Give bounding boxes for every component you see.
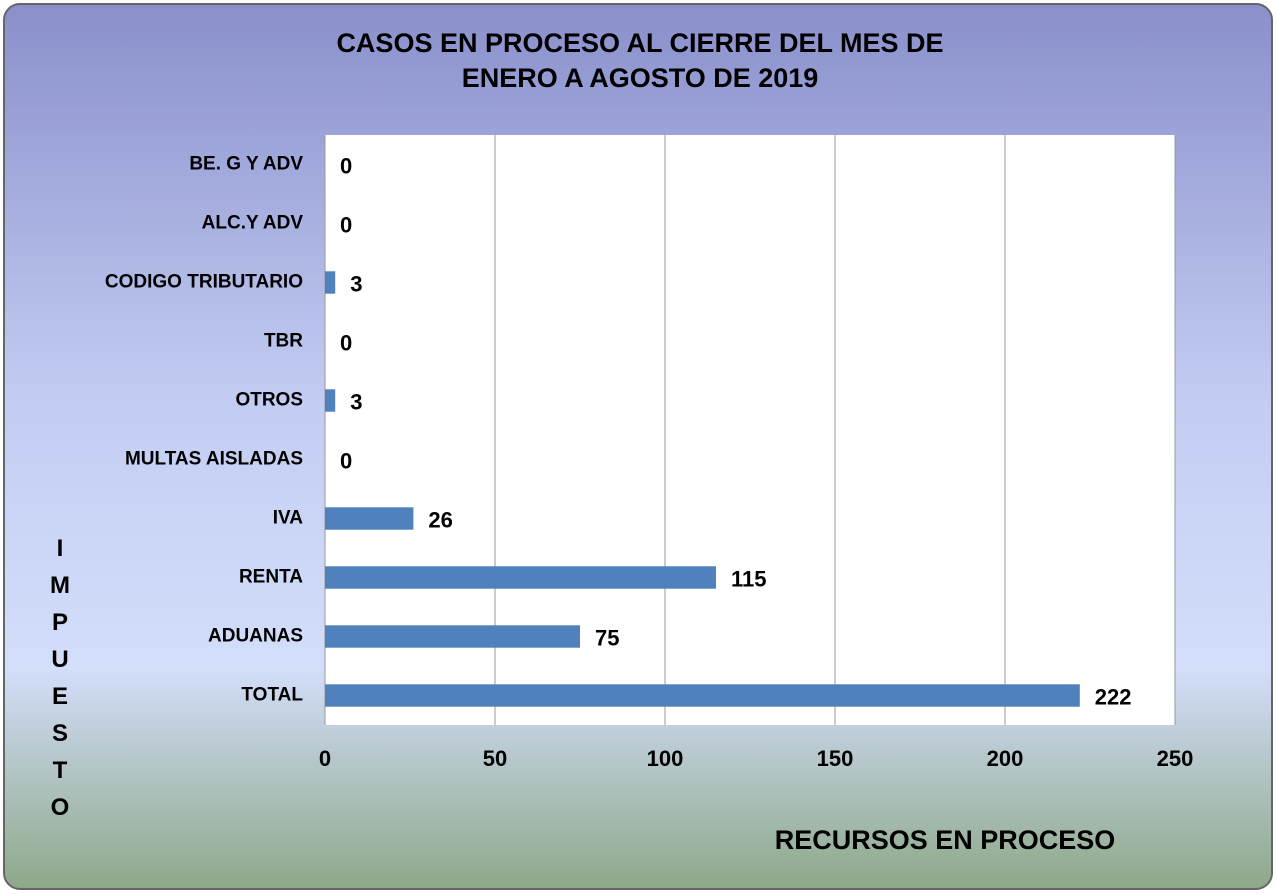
- data-label: 0: [340, 448, 352, 473]
- y-tick-label: TBR: [264, 331, 303, 352]
- data-label: 75: [595, 625, 619, 650]
- data-label: 0: [340, 212, 352, 237]
- y-tick-label: ADUANAS: [208, 626, 303, 647]
- y-tick-label: TOTAL: [241, 685, 303, 706]
- bar: [325, 684, 1080, 707]
- bar: [325, 507, 414, 530]
- x-tick-label: 0: [319, 746, 331, 771]
- data-label: 3: [350, 389, 362, 414]
- bar: [325, 566, 716, 589]
- chart-title: ENERO A AGOSTO DE 2019: [462, 63, 819, 93]
- data-label: 26: [428, 507, 452, 532]
- y-tick-label: BE. G Y ADV: [189, 154, 303, 175]
- x-tick-label: 50: [483, 746, 507, 771]
- y-axis-label: IMPUESTO: [50, 535, 70, 821]
- y-tick-label: OTROS: [235, 390, 303, 411]
- x-tick-label: 200: [987, 746, 1024, 771]
- x-tick-label: 100: [647, 746, 684, 771]
- x-axis-label: RECURSOS EN PROCESO: [775, 825, 1116, 855]
- x-tick-label: 150: [817, 746, 854, 771]
- bar: [325, 271, 336, 294]
- x-tick-label: 250: [1157, 746, 1194, 771]
- bar: [325, 389, 336, 412]
- data-label: 222: [1095, 684, 1132, 709]
- chart-title: CASOS EN PROCESO AL CIERRE DEL MES DE: [336, 28, 943, 58]
- data-label: 3: [350, 271, 362, 296]
- y-tick-label: CODIGO TRIBUTARIO: [105, 272, 303, 293]
- data-label: 0: [340, 330, 352, 355]
- y-tick-label: ALC.Y ADV: [202, 213, 304, 234]
- y-tick-label: MULTAS AISLADAS: [125, 449, 303, 470]
- y-tick-label: IVA: [273, 508, 304, 529]
- bar: [325, 625, 580, 648]
- y-tick-label: RENTA: [239, 567, 303, 588]
- data-label: 0: [340, 153, 352, 178]
- data-label: 115: [731, 566, 767, 591]
